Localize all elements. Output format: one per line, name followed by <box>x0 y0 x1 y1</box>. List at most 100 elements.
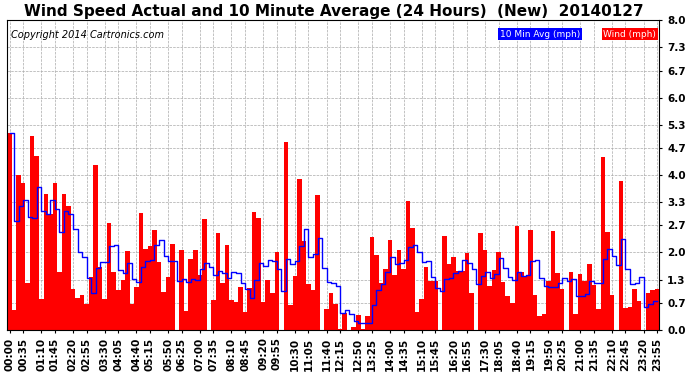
Bar <box>455 271 460 330</box>
Bar <box>257 218 261 330</box>
Bar <box>252 212 257 330</box>
Bar <box>52 183 57 330</box>
Bar <box>220 283 225 330</box>
Bar <box>310 290 315 330</box>
Bar <box>152 230 157 330</box>
Bar <box>302 241 306 330</box>
Bar <box>170 244 175 330</box>
Bar <box>632 289 637 330</box>
Bar <box>451 257 455 330</box>
Bar <box>492 270 496 330</box>
Text: Copyright 2014 Cartronics.com: Copyright 2014 Cartronics.com <box>10 30 164 40</box>
Bar <box>188 260 193 330</box>
Bar <box>442 236 446 330</box>
Bar <box>464 254 469 330</box>
Bar <box>229 300 234 330</box>
Bar <box>651 291 655 330</box>
Bar <box>17 175 21 330</box>
Bar <box>338 329 342 330</box>
Bar <box>184 311 188 330</box>
Bar <box>288 304 293 330</box>
Bar <box>560 289 564 330</box>
Bar <box>93 165 98 330</box>
Bar <box>148 246 152 330</box>
Bar <box>80 295 84 330</box>
Bar <box>392 275 397 330</box>
Bar <box>506 296 510 330</box>
Bar <box>637 302 641 330</box>
Bar <box>596 309 600 330</box>
Bar <box>374 255 379 330</box>
Bar <box>12 310 17 330</box>
Bar <box>243 312 247 330</box>
Bar <box>496 252 501 330</box>
Bar <box>460 270 464 330</box>
Bar <box>415 312 420 330</box>
Bar <box>75 298 80 330</box>
Bar <box>519 272 524 330</box>
Bar <box>433 281 437 330</box>
Bar <box>578 273 582 330</box>
Bar <box>361 329 365 330</box>
Bar <box>315 195 319 330</box>
Bar <box>524 276 528 330</box>
Bar <box>569 272 573 330</box>
Bar <box>121 280 125 330</box>
Bar <box>48 214 52 330</box>
Bar <box>406 201 411 330</box>
Bar <box>515 226 519 330</box>
Bar <box>655 289 660 330</box>
Bar <box>383 268 388 330</box>
Bar <box>143 249 148 330</box>
Bar <box>57 272 61 330</box>
Bar <box>193 251 197 330</box>
Bar <box>469 293 474 330</box>
Bar <box>161 292 166 330</box>
Bar <box>139 213 143 330</box>
Bar <box>555 273 560 330</box>
Bar <box>646 293 651 330</box>
Bar <box>483 250 487 330</box>
Bar <box>333 304 338 330</box>
Bar <box>134 286 139 330</box>
Bar <box>605 232 610 330</box>
Bar <box>293 276 297 330</box>
Bar <box>197 275 202 330</box>
Bar <box>388 240 392 330</box>
Bar <box>26 284 30 330</box>
Bar <box>30 136 34 330</box>
Bar <box>125 251 130 330</box>
Bar <box>628 308 632 330</box>
Bar <box>623 308 628 330</box>
Bar <box>546 281 551 330</box>
Bar <box>324 309 329 330</box>
Bar <box>275 252 279 330</box>
Bar <box>402 269 406 330</box>
Bar <box>446 264 451 330</box>
Bar <box>70 289 75 330</box>
Bar <box>225 245 229 330</box>
Bar <box>411 228 415 330</box>
Bar <box>107 224 112 330</box>
Bar <box>510 303 515 330</box>
Bar <box>21 183 26 330</box>
Bar <box>329 293 333 330</box>
Text: Wind (mph): Wind (mph) <box>603 30 656 39</box>
Bar <box>112 273 116 330</box>
Bar <box>247 288 252 330</box>
Bar <box>84 304 89 330</box>
Bar <box>587 264 591 330</box>
Bar <box>34 156 39 330</box>
Bar <box>397 250 402 330</box>
Bar <box>501 282 506 330</box>
Bar <box>202 219 206 330</box>
Bar <box>270 292 275 330</box>
Bar <box>542 314 546 330</box>
Bar <box>424 267 428 330</box>
Bar <box>573 314 578 330</box>
Bar <box>538 316 542 330</box>
Bar <box>211 300 216 330</box>
Bar <box>8 132 12 330</box>
Bar <box>284 142 288 330</box>
Bar <box>619 181 623 330</box>
